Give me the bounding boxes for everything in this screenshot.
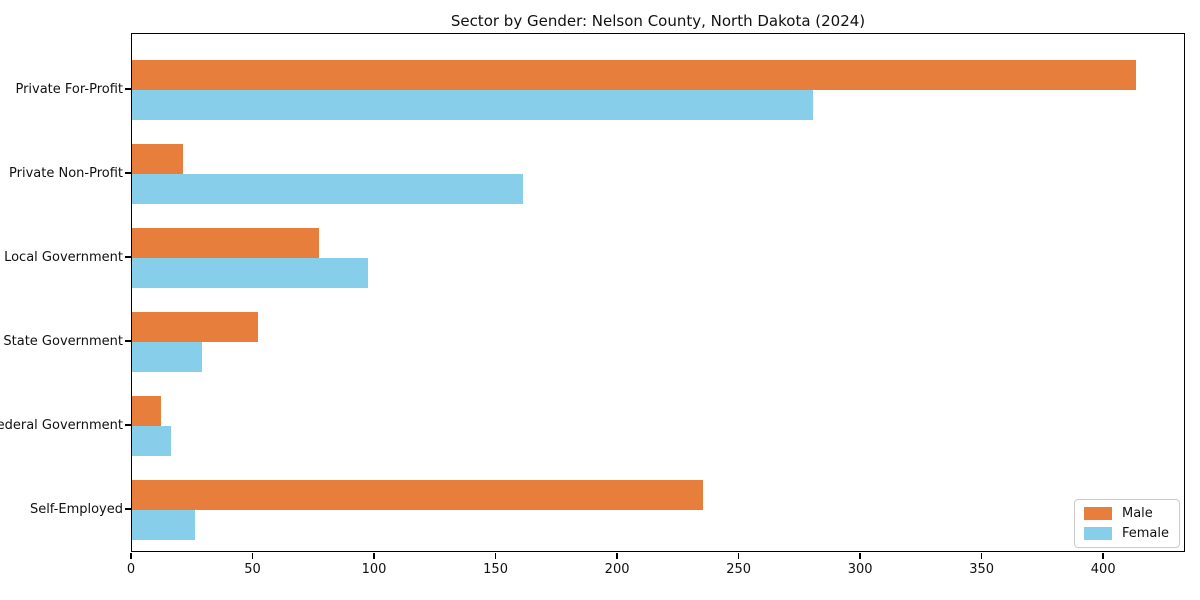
legend: Male Female (1073, 499, 1180, 548)
y-tick-mark (125, 172, 131, 174)
x-tick-mark (1102, 553, 1104, 559)
legend-item-female: Female (1083, 526, 1169, 541)
legend-item-male: Male (1083, 506, 1169, 521)
y-tick-mark (125, 508, 131, 510)
bar-female-private-non-profit (132, 174, 524, 204)
y-tick-mark (125, 256, 131, 258)
bar-female-local-government (132, 258, 368, 288)
x-tick-label-400: 400 (1090, 562, 1116, 577)
bar-female-state-government (132, 342, 203, 372)
x-tick-label-300: 300 (847, 562, 873, 577)
x-tick-label-50: 50 (244, 562, 261, 577)
y-tick-mark (125, 340, 131, 342)
legend-label-male: Male (1121, 506, 1153, 521)
bar-female-private-for-profit (132, 90, 813, 120)
y-tick-label-private-for-profit: Private For-Profit (15, 81, 123, 97)
plot-area (131, 33, 1185, 552)
y-tick-label-self-employed: Self-Employed (29, 501, 123, 517)
y-tick-label-local-government: Local Government (4, 249, 123, 265)
bar-female-federal-government (132, 426, 171, 456)
x-tick-label-0: 0 (126, 562, 136, 577)
legend-swatch-female (1083, 527, 1112, 540)
x-tick-mark (130, 553, 132, 559)
bar-male-self-employed (132, 480, 704, 510)
x-tick-mark (980, 553, 983, 559)
y-tick-mark (125, 88, 131, 90)
bar-male-local-government (132, 228, 320, 258)
x-tick-label-350: 350 (969, 562, 995, 577)
x-tick-mark (251, 553, 254, 559)
bar-male-private-for-profit (132, 60, 1136, 90)
x-tick-mark (737, 553, 740, 559)
x-tick-mark (859, 553, 861, 559)
y-tick-mark (125, 424, 131, 426)
legend-swatch-male (1083, 507, 1112, 520)
x-tick-mark (616, 553, 618, 559)
x-tick-mark (494, 553, 497, 559)
x-tick-label-100: 100 (361, 562, 387, 577)
x-tick-label-250: 250 (726, 562, 752, 577)
x-tick-label-200: 200 (604, 562, 630, 577)
bar-male-federal-government (132, 396, 162, 426)
bar-male-private-non-profit (132, 144, 184, 174)
x-tick-mark (373, 553, 375, 559)
legend-label-female: Female (1121, 526, 1169, 541)
bar-male-state-government (132, 312, 259, 342)
x-tick-label-150: 150 (483, 562, 508, 577)
y-tick-label-federal-government: Federal Government (0, 417, 123, 433)
y-tick-label-private-non-profit: Private Non-Profit (9, 165, 123, 181)
y-tick-label-state-government: State Government (3, 333, 123, 349)
bar-female-self-employed (132, 510, 196, 540)
chart-title: Sector by Gender: Nelson County, North D… (450, 12, 866, 30)
